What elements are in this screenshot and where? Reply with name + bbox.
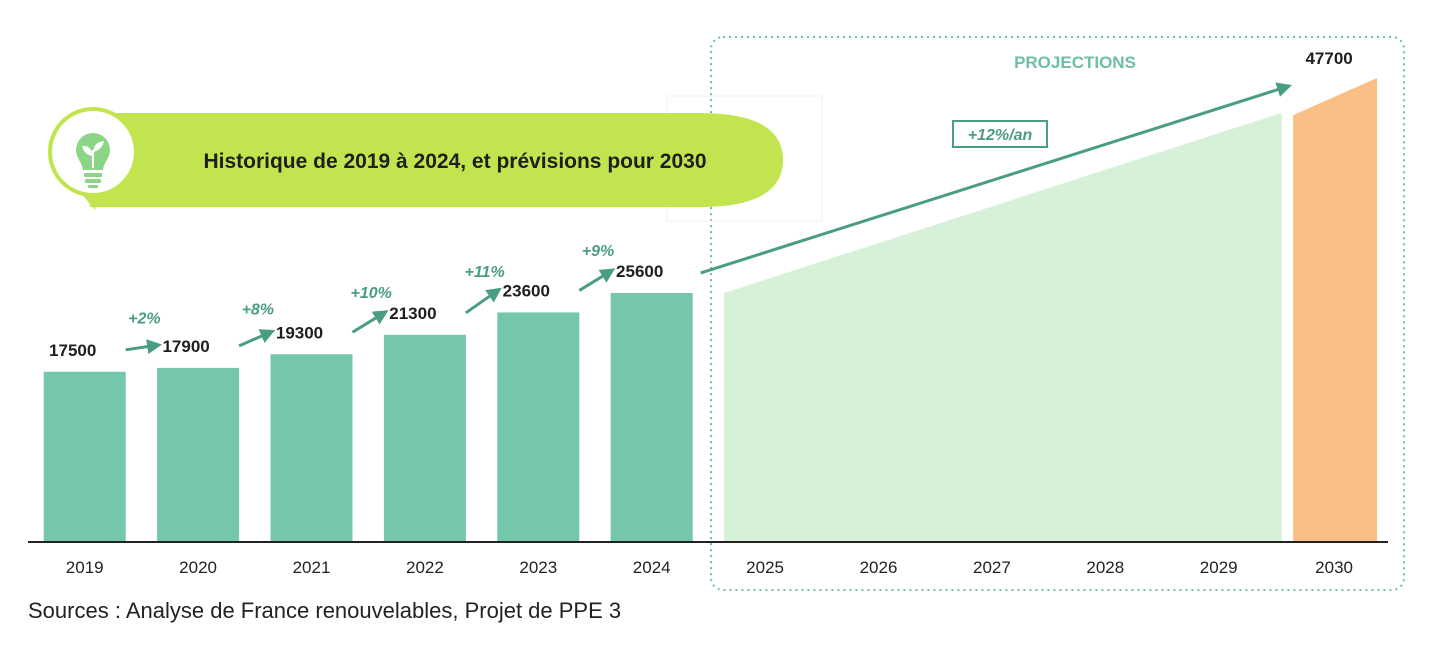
projection-area xyxy=(724,112,1282,543)
bar-2022 xyxy=(383,334,466,542)
x-tick-label-2023: 2023 xyxy=(519,558,557,577)
x-tick-label-2024: 2024 xyxy=(633,558,671,577)
x-tick-label-2025: 2025 xyxy=(746,558,784,577)
growth-arrow xyxy=(351,310,389,334)
x-tick-label-2030: 2030 xyxy=(1315,558,1353,577)
bar-2020 xyxy=(157,367,240,542)
x-tick-label-2028: 2028 xyxy=(1086,558,1124,577)
x-tick-label-2021: 2021 xyxy=(293,558,331,577)
data-label-2023: 23600 xyxy=(503,281,550,300)
bar-2021 xyxy=(270,354,353,542)
data-label-2021: 19300 xyxy=(276,323,323,342)
lightbulb-leaf-icon xyxy=(48,107,138,210)
growth-arrow xyxy=(465,287,502,315)
x-tick-label-2026: 2026 xyxy=(860,558,898,577)
chart-title: Historique de 2019 à 2024, et prévisions… xyxy=(203,150,706,173)
growth-label: +2% xyxy=(128,310,160,327)
bar-2024 xyxy=(610,292,693,542)
data-label-2020: 17900 xyxy=(162,337,209,356)
data-label-2019: 17500 xyxy=(49,341,96,360)
growth-label: +10% xyxy=(351,285,392,302)
x-tick-label-2019: 2019 xyxy=(66,558,104,577)
growth-arrow xyxy=(238,329,276,348)
data-label-2022: 21300 xyxy=(389,304,436,323)
sources-note: Sources : Analyse de France renouvelable… xyxy=(28,598,622,623)
bar-2030 xyxy=(1293,78,1378,542)
data-label-2024: 25600 xyxy=(616,262,663,281)
projection-arrow xyxy=(700,82,1292,275)
plot-area: 2019 2020 2021 2022 2023 2024 2025 2026 2027 2028… xyxy=(28,49,1388,577)
growth-label: +8% xyxy=(242,302,274,319)
growth-arrow xyxy=(125,339,163,355)
x-tick-label-2020: 2020 xyxy=(179,558,217,577)
bar-2019 xyxy=(43,371,126,542)
growth-rate-box xyxy=(952,120,1048,148)
chart-title-banner: Historique de 2019 à 2024, et prévisions… xyxy=(48,107,783,210)
growth-label: +11% xyxy=(465,264,505,281)
x-tick-label-2029: 2029 xyxy=(1200,558,1238,577)
data-label-2030: 47700 xyxy=(1305,49,1352,68)
x-tick-label-2022: 2022 xyxy=(406,558,444,577)
bar-2023 xyxy=(497,312,580,542)
projections-label: PROJECTIONS xyxy=(1014,53,1136,72)
growth-arrow xyxy=(578,268,616,292)
growth-label: +9% xyxy=(582,243,614,260)
x-tick-label-2027: 2027 xyxy=(973,558,1011,577)
growth-rate-label: +12%/an xyxy=(968,127,1033,144)
